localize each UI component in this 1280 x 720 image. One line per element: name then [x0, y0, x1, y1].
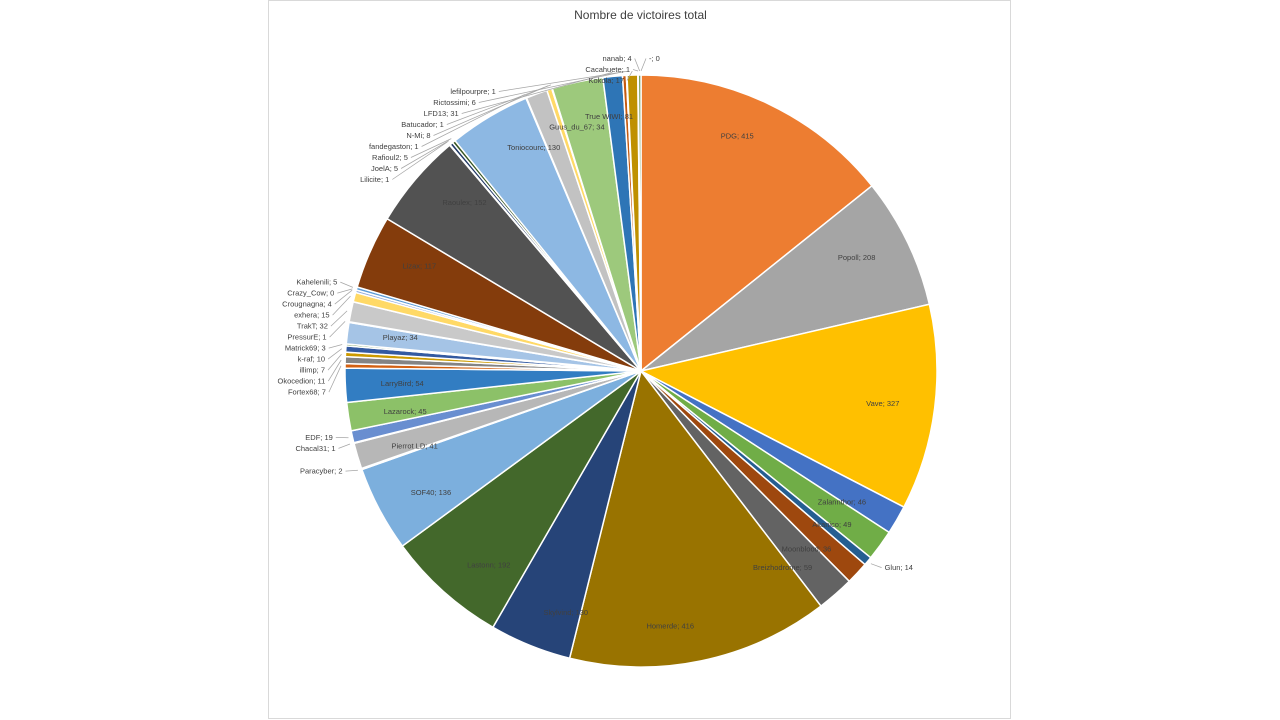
- data-label-illimp: illimp; 7: [300, 366, 325, 375]
- data-label-pressure: PressurE; 1: [287, 333, 326, 342]
- data-label-popoll: Popoll; 208: [838, 253, 876, 262]
- data-label-cacahuete: Cacahuete; 1: [585, 65, 630, 74]
- pie-slice-popoll: [640, 184, 931, 372]
- chart-title: Nombre de victoires total: [574, 8, 707, 22]
- data-label-matrick69: Matrick69; 3: [285, 344, 326, 353]
- data-label-skylvind: Skylvind; 130: [544, 608, 589, 617]
- leader-line-lfd13: [461, 72, 613, 114]
- data-label-pierrot-ld: Pierrot LD; 41: [392, 441, 438, 450]
- data-labels: PDG; 415 Popoll; 208 Vave; 327 Zalannthor; …: [277, 54, 912, 631]
- data-label-trakt: TrakT; 32: [297, 322, 328, 331]
- leader-line-lefilpourpre: [498, 71, 627, 92]
- pie-slice-vave: [638, 303, 938, 509]
- leader-line-illimp: [327, 353, 342, 371]
- data-label-exhera: exhera; 15: [294, 311, 329, 320]
- data-label-rictossimi: Rictossimi; 6: [433, 98, 476, 107]
- data-label-sof40: SOF40; 136: [411, 488, 451, 497]
- pie-slice-homerde: [568, 369, 822, 668]
- data-label-zalannthor: Zalannthor; 46: [818, 498, 866, 507]
- data-label-lefilpourpre: lefilpourpre; 1: [450, 87, 495, 96]
- data-label-rafioul2: Rafioul2; 5: [372, 153, 408, 162]
- leader-line-batucador: [446, 84, 552, 125]
- data-label-k-raf: k-raf; 10: [298, 355, 326, 364]
- data-label-glun: Glun; 14: [885, 563, 913, 572]
- data-label-raoulex: Raoulex; 152: [442, 198, 486, 207]
- data-label-crazy-cow: Crazy_Cow; 0: [287, 289, 334, 298]
- data-label-paracyber: Paracyber; 2: [300, 467, 343, 476]
- leader-line-kahelenili: [340, 281, 354, 288]
- data-label-larrybird: LarryBird; 54: [381, 379, 424, 388]
- data-label-nanab: nanab; 4: [602, 54, 631, 63]
- data-label-dash: -; 0: [649, 54, 660, 63]
- data-label-pdg: PDG; 415: [721, 132, 754, 141]
- leader-line-pressure: [329, 321, 346, 338]
- data-label-batucador: Batucador; 1: [401, 120, 444, 129]
- leader-line-crazy-cow: [337, 288, 353, 294]
- data-label-lfd13: LFD13; 31: [424, 109, 459, 118]
- leader-line-rafioul2: [410, 138, 452, 158]
- data-label-lazarock: Lazarock; 45: [384, 407, 427, 416]
- data-label-joela: JoelA; 5: [371, 164, 398, 173]
- data-label-toniocourc: Toniocourc; 130: [507, 143, 560, 152]
- leader-line-glun: [870, 563, 882, 568]
- leader-line-rictossimi: [478, 71, 625, 103]
- data-label-kokola: Kokola; 17: [589, 76, 624, 85]
- data-label-moonblood: Moonblood; 36: [782, 544, 832, 553]
- leader-line-chacal31: [338, 443, 351, 449]
- data-label-fandegaston: fandegaston; 1: [369, 142, 419, 151]
- chart-area: Nombre de victoires total PDG; 415 Popoll…: [268, 0, 1011, 719]
- leader-line-kokola: [626, 70, 633, 81]
- leader-line-joela: [400, 140, 449, 169]
- data-label-okocedion: Okocedion; 11: [277, 377, 325, 386]
- data-label-akanico: Akanico; 49: [812, 520, 851, 529]
- data-label-kahelenili: Kahelenili; 5: [296, 278, 337, 287]
- leader-line-okocedion: [327, 359, 342, 382]
- data-label-playaz: Playaz; 34: [383, 333, 418, 342]
- leader-line-matrick69: [328, 344, 343, 349]
- data-label-breizhodrome: Breizhodrome; 59: [753, 563, 812, 572]
- data-label-chacal31: Chacal31; 1: [295, 444, 335, 453]
- pie-slice-pdg: [640, 74, 873, 373]
- leader-lines: [327, 58, 882, 568]
- leader-line-trakt: [330, 310, 348, 327]
- pie-slice-nanab: [637, 74, 642, 372]
- pie-chart: PDG; 415 Popoll; 208 Vave; 327 Zalannthor; …: [277, 54, 938, 668]
- data-label-guus-du-67: Guus_du_67; 34: [549, 123, 604, 132]
- leader-line-crougnagna: [334, 289, 353, 305]
- data-label-n-mi: N-Mi; 8: [406, 131, 430, 140]
- pie-slices: [344, 74, 938, 668]
- data-label-lilicite: Lilicite; 1: [360, 175, 389, 184]
- data-label-edf: EDF; 19: [305, 433, 333, 442]
- leader-line-cacahuete: [632, 69, 639, 72]
- leader-line-k-raf: [327, 348, 343, 360]
- leader-line-n-mi: [433, 85, 549, 136]
- data-label-lastonn: Lastonn; 192: [467, 560, 510, 569]
- leader-line-fortex68: [328, 365, 342, 393]
- leader-line-fandegaston: [421, 94, 525, 147]
- leader-line-nanab: [634, 58, 641, 72]
- data-label-fortex68: Fortex68; 7: [288, 388, 326, 397]
- pie-slice-lastonn: [401, 370, 642, 629]
- leader-line-lilicite: [392, 141, 448, 180]
- data-label-vave: Vave; 327: [866, 399, 899, 408]
- leader-line-paracyber: [345, 469, 358, 472]
- data-label-homerde: Homerde; 416: [646, 622, 694, 631]
- data-label-crougnagna: Crougnagna; 4: [282, 300, 332, 309]
- leader-line-exhera: [332, 295, 351, 316]
- leader-line-dash: [640, 58, 647, 72]
- data-label-true-wiwi: True WIWI; 81: [585, 112, 633, 121]
- data-label-lizax: Lizax; 117: [403, 262, 437, 271]
